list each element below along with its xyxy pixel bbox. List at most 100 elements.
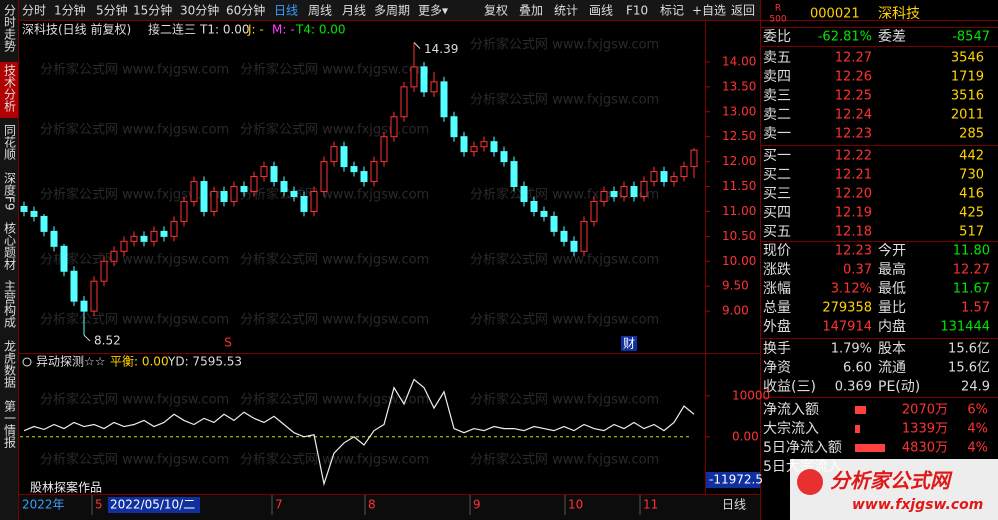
flow-percent: 4% bbox=[967, 422, 988, 437]
watermark: 分析家公式网 www.fxjgsw.com bbox=[470, 252, 659, 268]
max-label: 14.39 bbox=[424, 42, 458, 56]
flow-percent: 6% bbox=[967, 403, 988, 418]
book-volume: 517 bbox=[959, 225, 984, 240]
candle-body bbox=[220, 191, 228, 202]
field-label: 总量 bbox=[763, 300, 791, 316]
logo-bg bbox=[790, 459, 998, 520]
badge: 500 bbox=[769, 15, 786, 25]
book-label: 卖五 bbox=[763, 50, 791, 66]
event-marker: 财 bbox=[623, 337, 635, 351]
book-label: 卖一 bbox=[763, 126, 791, 142]
watermark: 分析家公式网 www.fxjgsw.com bbox=[240, 312, 429, 328]
period-tab[interactable]: 1分钟 bbox=[54, 3, 86, 18]
y-tick-label: 13.00 bbox=[722, 104, 756, 118]
indicator-param: T1: 0.00 bbox=[199, 23, 250, 37]
candle-body bbox=[660, 171, 668, 183]
y-tick-label: 9.50 bbox=[722, 279, 749, 293]
tool-button[interactable]: 返回 bbox=[731, 4, 755, 18]
candle-body bbox=[480, 141, 488, 148]
period-tab[interactable]: 15分钟 bbox=[133, 3, 172, 18]
candle-body bbox=[300, 195, 308, 212]
side-tab[interactable]: 龙虎数据 bbox=[3, 340, 17, 389]
period-tab[interactable]: 日线 bbox=[274, 4, 298, 18]
candle-body bbox=[350, 166, 358, 173]
book-volume: 416 bbox=[959, 187, 984, 202]
field-value: 0.37 bbox=[843, 263, 872, 278]
book-price: 12.18 bbox=[835, 225, 872, 240]
watermark: 分析家公式网 www.fxjgsw.com bbox=[470, 452, 659, 468]
field-label: 委比 bbox=[763, 29, 791, 45]
side-tab[interactable]: 技术分析 bbox=[3, 64, 17, 113]
min-label: 8.52 bbox=[94, 334, 121, 348]
book-price: 12.20 bbox=[835, 187, 872, 202]
candle-body bbox=[530, 200, 538, 212]
period-tab[interactable]: 30分钟 bbox=[180, 3, 219, 18]
side-tab[interactable]: 核心题材 bbox=[3, 222, 17, 270]
period-tab[interactable]: 月线 bbox=[342, 4, 366, 18]
candle-body bbox=[360, 171, 368, 183]
tool-button[interactable]: 画线 bbox=[589, 4, 613, 18]
current-value: -11972.5 bbox=[709, 473, 763, 487]
period-tab[interactable]: 周线 bbox=[308, 4, 332, 18]
flow-bar bbox=[855, 406, 866, 414]
field-value: 147914 bbox=[822, 320, 872, 335]
month-label: 7 bbox=[275, 498, 283, 512]
side-tab[interactable]: 第一情报 bbox=[3, 400, 17, 449]
candle-body bbox=[140, 235, 148, 242]
field-label: PE(动) bbox=[878, 379, 920, 395]
candle-body bbox=[250, 176, 258, 193]
side-tab[interactable]: 深度F9 bbox=[3, 172, 17, 211]
candle-body bbox=[370, 161, 378, 183]
indicator-name: 接二连三 bbox=[148, 22, 196, 37]
flow-value: 2070万 bbox=[902, 403, 948, 418]
candle-body bbox=[630, 186, 638, 197]
book-label: 买五 bbox=[763, 224, 791, 240]
candle-body bbox=[510, 161, 518, 188]
period-tab[interactable]: 分时 bbox=[22, 4, 46, 18]
flow-value: 1339万 bbox=[902, 422, 948, 437]
candle-body bbox=[230, 186, 238, 202]
period-tab[interactable]: 5分钟 bbox=[96, 3, 128, 18]
candle-body bbox=[330, 146, 338, 163]
candle-body bbox=[390, 116, 398, 138]
y-tick-label: 10.50 bbox=[722, 229, 756, 243]
period-tab[interactable]: 更多▾ bbox=[418, 4, 448, 18]
month-label: 10 bbox=[568, 498, 583, 512]
watermark: 分析家公式网 www.fxjgsw.com bbox=[40, 452, 229, 468]
side-tab[interactable]: 同花顺 bbox=[3, 124, 17, 160]
side-tab[interactable]: 主营构成 bbox=[3, 280, 17, 329]
candle-body bbox=[620, 186, 628, 197]
candle-body bbox=[420, 66, 428, 93]
field-label: 收益(三) bbox=[763, 379, 816, 395]
tool-button[interactable]: 统计 bbox=[554, 4, 578, 18]
cursor-date: 2022/05/10/二 bbox=[110, 498, 195, 512]
sub-title: 异动探测☆☆ bbox=[36, 355, 106, 369]
period-tab[interactable]: 60分钟 bbox=[226, 3, 265, 18]
candle-body bbox=[270, 166, 278, 183]
candle-body bbox=[120, 240, 128, 252]
candle-body bbox=[150, 230, 158, 242]
watermark: 分析家公式网 www.fxjgsw.com bbox=[470, 187, 659, 203]
side-tab[interactable]: 分时走势 bbox=[3, 4, 17, 52]
y-tick-label: 11.50 bbox=[722, 179, 756, 193]
period-tab[interactable]: 多周期 bbox=[374, 4, 410, 18]
tool-button[interactable]: +自选 bbox=[692, 4, 726, 18]
sub-param: 平衡: 0.00 bbox=[110, 355, 169, 369]
flow-label: 5日净流入额 bbox=[763, 440, 842, 456]
month-label: 11 bbox=[643, 498, 658, 512]
tool-button[interactable]: 叠加 bbox=[519, 4, 543, 18]
watermark: 分析家公式网 www.fxjgsw.com bbox=[240, 252, 429, 268]
field-value: 3.12% bbox=[831, 282, 872, 297]
book-volume: 442 bbox=[959, 149, 984, 164]
watermark: 分析家公式网 www.fxjgsw.com bbox=[470, 312, 659, 328]
field-label: 涨跌 bbox=[763, 262, 791, 278]
candle-body bbox=[610, 191, 618, 197]
candle-body bbox=[80, 300, 88, 312]
y-tick-label: 12.50 bbox=[722, 129, 756, 143]
field-label: 量比 bbox=[878, 300, 906, 316]
month-label: 9 bbox=[473, 498, 481, 512]
tool-button[interactable]: 复权 bbox=[484, 4, 508, 18]
tool-button[interactable]: F10 bbox=[626, 4, 648, 18]
tool-button[interactable]: 标记 bbox=[660, 4, 684, 18]
